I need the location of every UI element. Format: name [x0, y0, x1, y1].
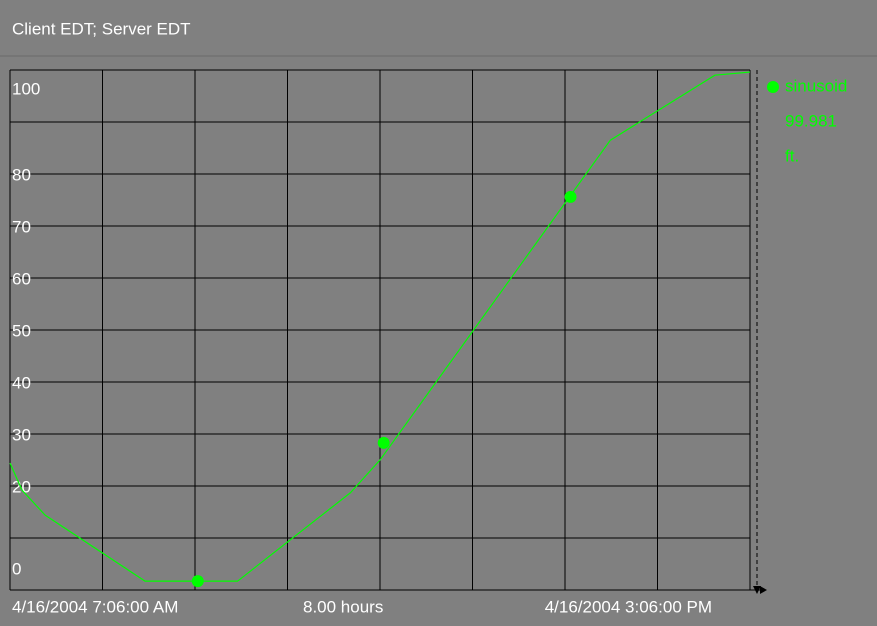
- y-tick-label: 0: [12, 559, 21, 578]
- y-tick-label: 100: [12, 79, 40, 98]
- y-tick-label: 70: [12, 217, 31, 236]
- axis-arrow: [760, 586, 767, 594]
- x-span-label: 8.00 hours: [303, 597, 383, 616]
- legend-value: 99.981: [785, 111, 837, 130]
- y-tick-label: 20: [12, 477, 31, 496]
- y-tick-label: 50: [12, 321, 31, 340]
- y-tick-label: 80: [12, 165, 31, 184]
- x-start-label: 4/16/2004 7:06:00 AM: [12, 597, 178, 616]
- y-tick-label: 60: [12, 269, 31, 288]
- data-marker: [377, 436, 390, 449]
- x-end-label: 4/16/2004 3:06:00 PM: [545, 597, 712, 616]
- y-tick-label: 40: [12, 373, 31, 392]
- legend-units: ft.: [785, 146, 799, 165]
- legend-marker: [767, 81, 779, 93]
- trend-line: [9, 71, 751, 582]
- legend-name: sinusoid: [785, 76, 847, 95]
- data-marker: [564, 190, 577, 203]
- header: Client EDT; Server EDT: [12, 19, 191, 38]
- y-tick-label: 30: [12, 425, 31, 444]
- data-marker: [191, 575, 204, 588]
